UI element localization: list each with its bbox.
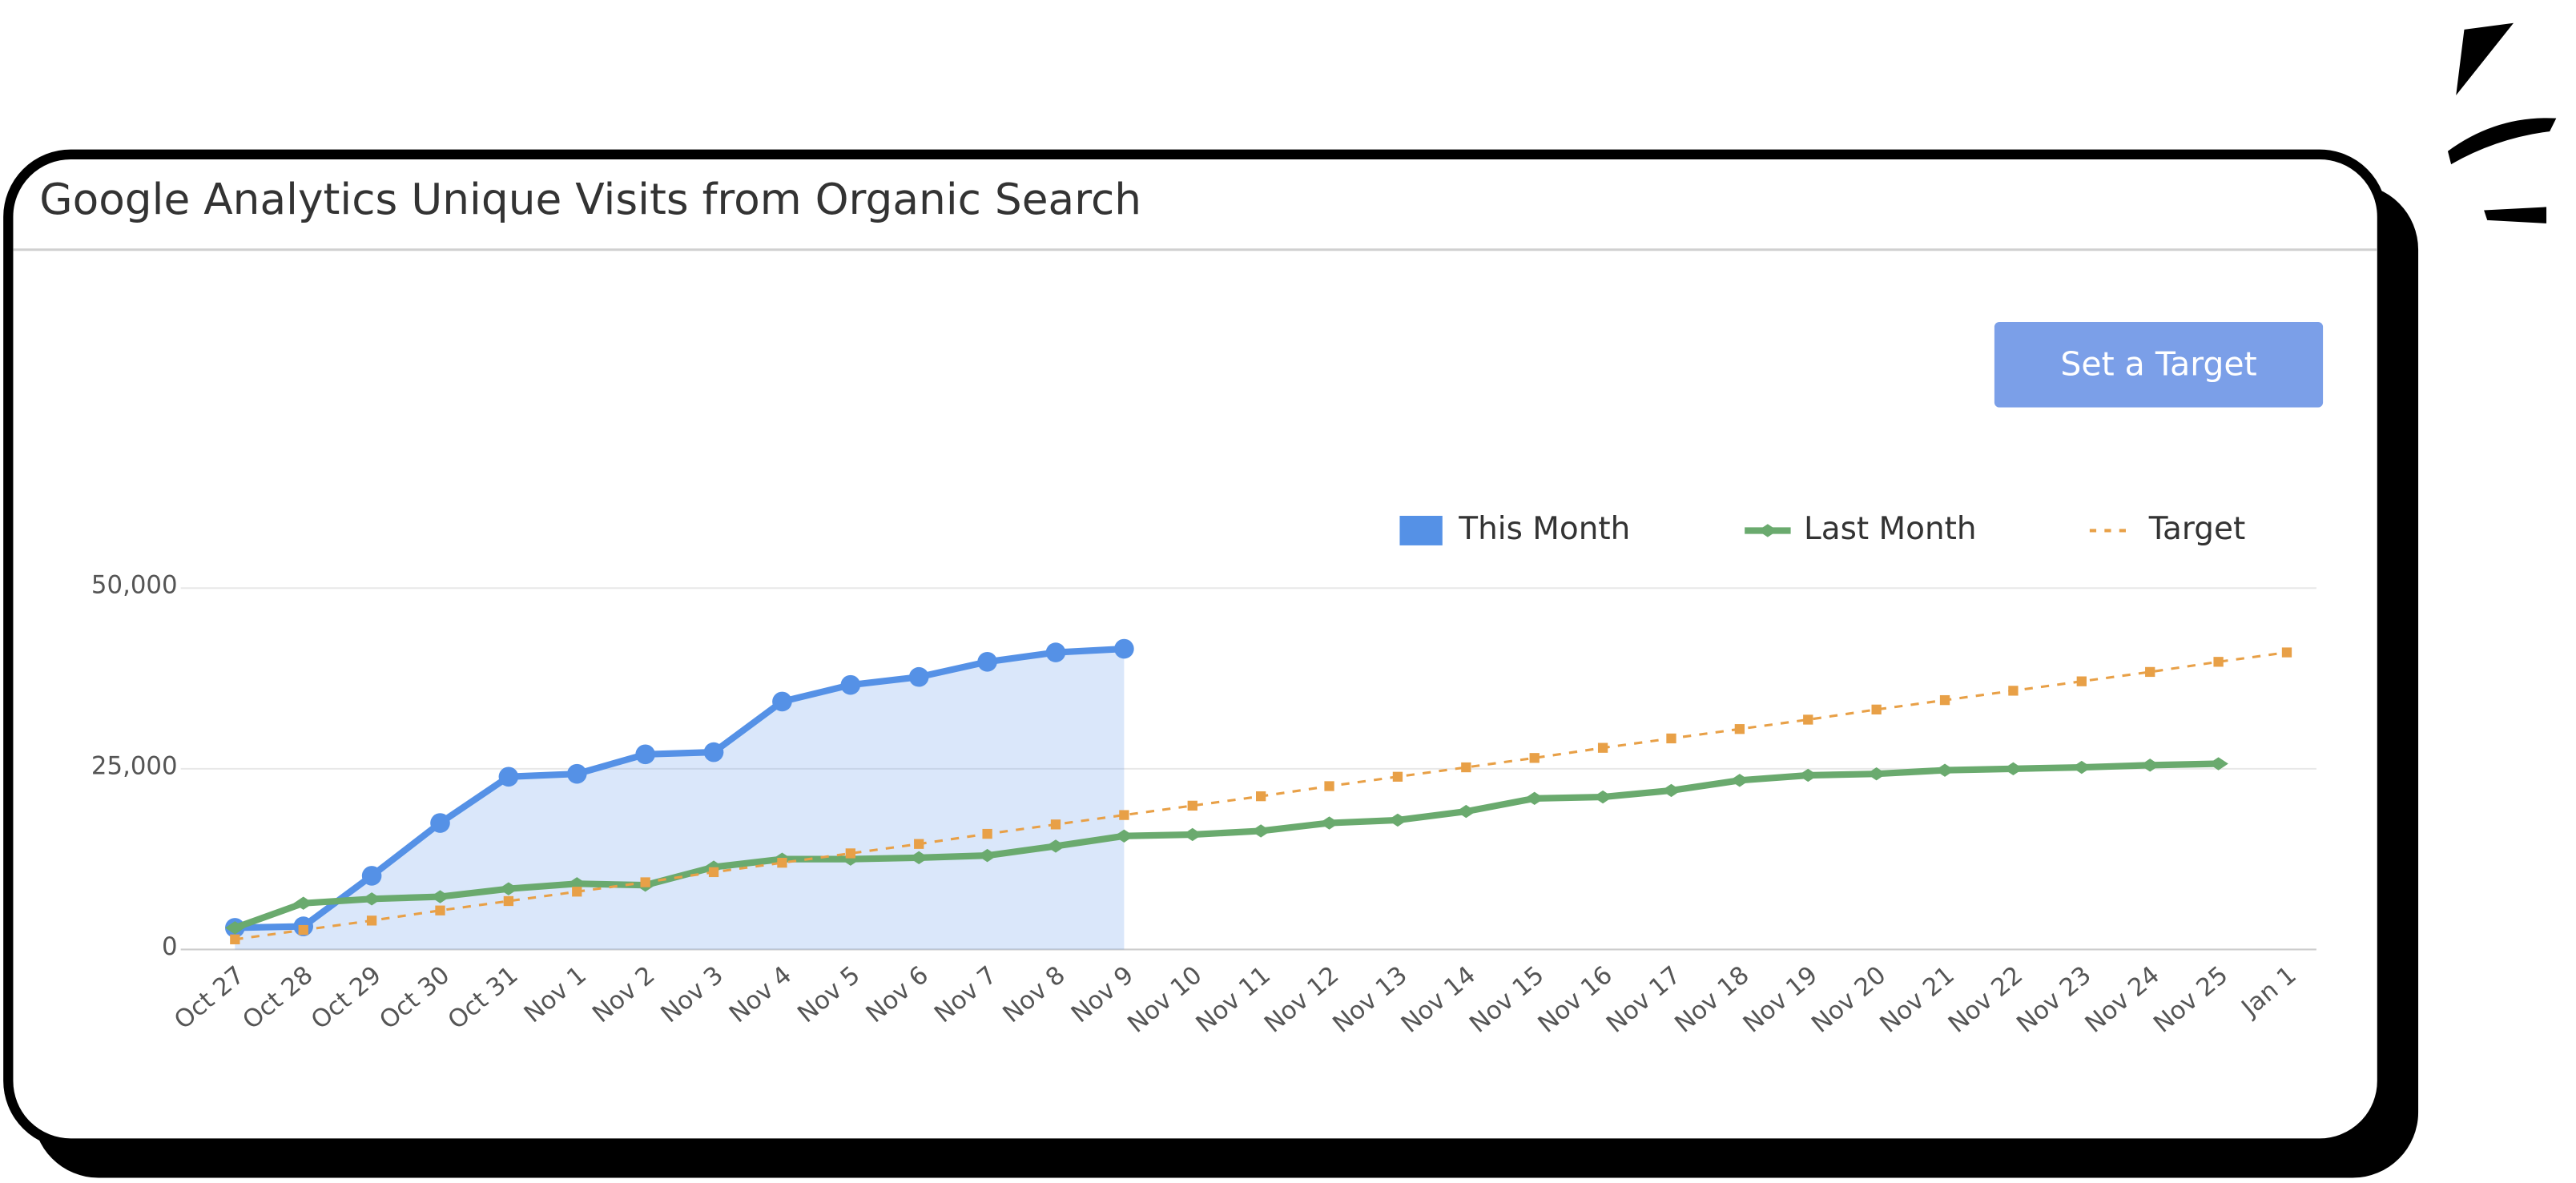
legend-label: Last Month: [1804, 511, 1977, 547]
point: [977, 848, 997, 863]
point: [1045, 642, 1066, 662]
point: [1529, 753, 1540, 763]
card: [3, 149, 2388, 1149]
widget-title: Google Analytics Unique Visits from Orga…: [39, 175, 1141, 224]
scribble: [2484, 207, 2547, 223]
y-tick-label: 50,000: [91, 571, 178, 600]
y-tick-label: 0: [162, 932, 178, 961]
scribble: [2456, 22, 2514, 95]
point: [1324, 781, 1334, 791]
point: [1256, 791, 1266, 802]
point: [1661, 783, 1681, 798]
point: [982, 828, 992, 839]
point: [1934, 763, 1955, 777]
point: [1456, 804, 1476, 819]
point: [1392, 771, 1403, 782]
point: [1461, 762, 1471, 773]
point: [298, 924, 308, 936]
point: [2213, 657, 2224, 667]
point: [1119, 810, 1129, 820]
point: [2008, 686, 2019, 696]
point: [1524, 791, 1545, 806]
point: [566, 763, 587, 784]
point: [640, 877, 650, 887]
point: [908, 851, 929, 865]
point: [2071, 760, 2092, 775]
point: [361, 892, 382, 906]
point: [1050, 819, 1061, 830]
point: [1597, 742, 1608, 753]
point: [430, 890, 450, 903]
point: [435, 905, 445, 915]
point: [225, 921, 245, 935]
point: [1939, 694, 1950, 706]
point: [914, 839, 924, 849]
button-label[interactable]: Set a Target: [2060, 344, 2256, 383]
point: [772, 691, 792, 712]
legend-label: Target: [2148, 511, 2246, 547]
set-target-button[interactable]: [1994, 321, 2324, 408]
point: [1797, 768, 1818, 783]
point: [635, 744, 655, 765]
point: [703, 742, 724, 763]
point: [503, 895, 514, 907]
point: [1871, 704, 1882, 715]
point: [498, 767, 519, 787]
point: [2145, 666, 2155, 678]
point: [908, 666, 929, 687]
point: [2281, 647, 2292, 658]
point: [430, 813, 450, 833]
series-area: [235, 649, 1125, 950]
point: [2076, 676, 2087, 686]
series-line: [233, 760, 2219, 932]
legend-swatch: [1399, 516, 1443, 545]
point: [845, 848, 855, 859]
point: [708, 867, 719, 878]
point: [777, 858, 787, 868]
point: [366, 915, 377, 926]
series-line: [235, 645, 1125, 932]
point: [572, 887, 582, 897]
point: [2139, 758, 2160, 772]
point: [361, 866, 382, 886]
point: [1592, 790, 1613, 804]
point: [1182, 827, 1203, 842]
point: [1187, 800, 1197, 811]
point: [1666, 733, 1676, 744]
point: [293, 896, 314, 910]
y-tick-label: 25,000: [91, 751, 178, 780]
point: [230, 934, 240, 944]
point: [977, 651, 997, 672]
legend-label: This Month: [1458, 511, 1630, 547]
point: [1387, 813, 1408, 827]
point: [840, 674, 861, 695]
point: [1114, 638, 1134, 659]
point: [1319, 816, 1339, 830]
scribble: [2447, 118, 2557, 165]
point: [498, 882, 519, 895]
point: [1734, 724, 1745, 734]
legend-swatch: [1757, 524, 1778, 537]
point: [1250, 824, 1271, 838]
point: [1803, 714, 1813, 725]
point: [2208, 757, 2228, 771]
